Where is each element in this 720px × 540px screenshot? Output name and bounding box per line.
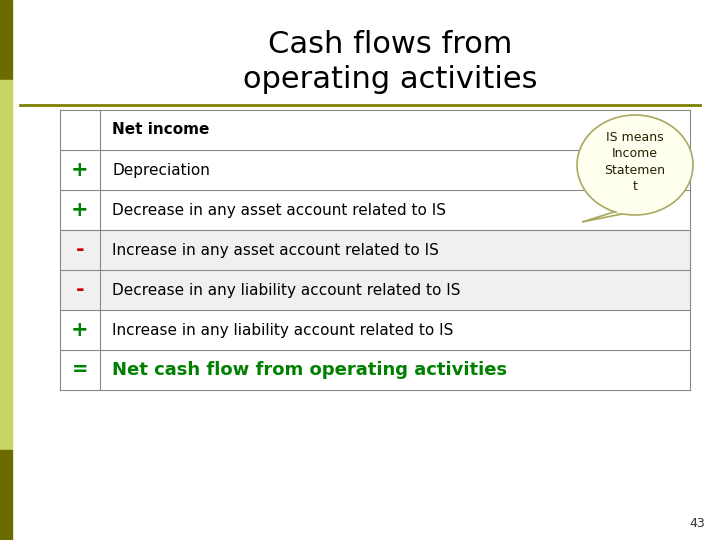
Text: Decrease in any asset account related to IS: Decrease in any asset account related to… <box>112 202 446 218</box>
Bar <box>60 150 690 190</box>
Ellipse shape <box>577 115 693 215</box>
Text: -: - <box>76 240 84 260</box>
Text: Net cash flow from operating activities: Net cash flow from operating activities <box>112 361 507 379</box>
Text: Decrease in any liability account related to IS: Decrease in any liability account relate… <box>112 282 461 298</box>
Text: Increase in any liability account related to IS: Increase in any liability account relate… <box>112 322 454 338</box>
Bar <box>617 206 639 212</box>
Text: +: + <box>71 160 89 180</box>
Bar <box>0 80 12 450</box>
Bar <box>0 0 12 80</box>
Text: Cash flows from
operating activities: Cash flows from operating activities <box>243 30 537 94</box>
Bar <box>60 110 690 150</box>
Text: =: = <box>72 361 89 380</box>
Text: -: - <box>76 280 84 300</box>
Bar <box>60 230 690 270</box>
Text: Depreciation: Depreciation <box>112 163 210 178</box>
Bar <box>60 270 690 310</box>
Text: IS means
Income
Statemen
t: IS means Income Statemen t <box>605 131 665 193</box>
Text: +: + <box>71 320 89 340</box>
Bar <box>60 310 690 350</box>
Bar <box>60 190 690 230</box>
Text: Net income: Net income <box>112 123 210 138</box>
Text: +: + <box>71 200 89 220</box>
Bar <box>0 450 12 540</box>
Bar <box>60 350 690 390</box>
Polygon shape <box>582 211 637 222</box>
Text: Increase in any asset account related to IS: Increase in any asset account related to… <box>112 242 439 258</box>
Text: 43: 43 <box>689 517 705 530</box>
